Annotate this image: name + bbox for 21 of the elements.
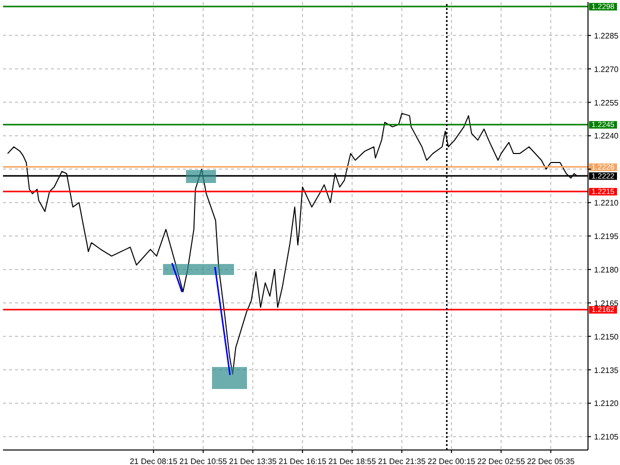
y-tick-label: 1.2105 — [594, 432, 620, 442]
y-tick-label: 1.2135 — [594, 366, 620, 375]
y-tick-label: 1.2120 — [594, 399, 620, 408]
y-tick-label: 1.2210 — [594, 198, 620, 208]
y-tick-label: 1.2285 — [594, 31, 620, 40]
x-tick-label: 22 Dec 05:35 — [526, 457, 576, 465]
x-tick-label: 21 Dec 21:35 — [378, 457, 426, 465]
x-tick-label: 22 Dec 02:55 — [477, 457, 526, 465]
x-tick-label: 21 Dec 16:15 — [278, 457, 327, 465]
x-tick-label: 21 Dec 18:55 — [328, 457, 376, 465]
x-tick-label: 21 Dec 13:35 — [229, 457, 278, 465]
x-tick-label: 22 Dec 00:15 — [428, 457, 476, 465]
y-tick-label: 1.2195 — [594, 232, 620, 242]
y-tick-label: 1.2240 — [594, 132, 620, 141]
x-tick-label: 21 Dec 08:15 — [130, 457, 178, 465]
y-tick-label: 1.2255 — [594, 98, 620, 108]
y-tick-label: 1.2180 — [594, 265, 620, 274]
y-tick-label: 1.2270 — [594, 64, 620, 74]
y-tick-label: 1.2165 — [594, 298, 620, 308]
y-tick-label: 1.2150 — [594, 332, 620, 342]
x-tick-label: 21 Dec 10:55 — [179, 457, 228, 465]
